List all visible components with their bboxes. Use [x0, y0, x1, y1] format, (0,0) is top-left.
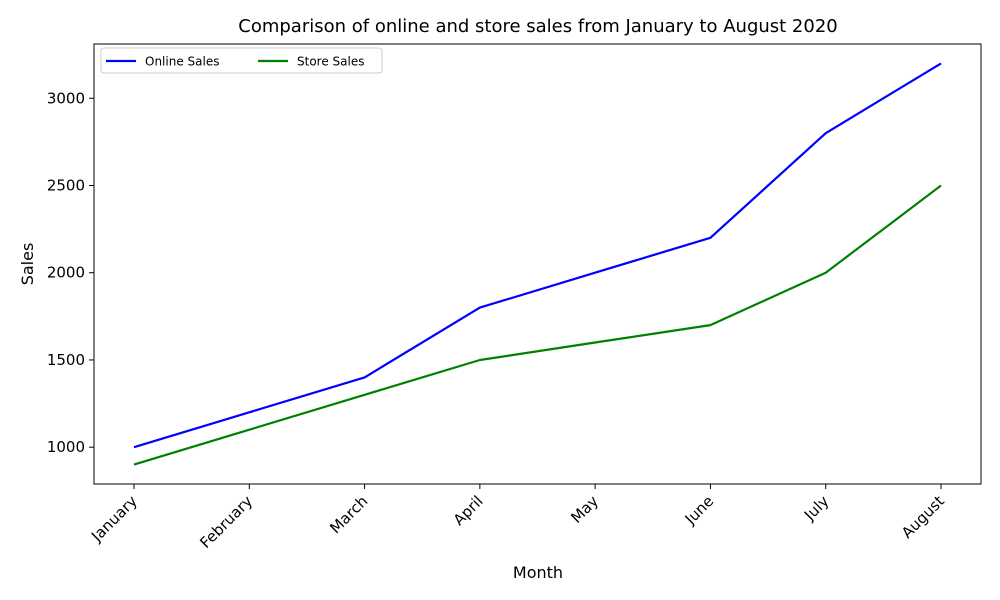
x-tick-label: August: [898, 492, 948, 542]
plot-frame: [93, 43, 982, 485]
x-tick-label: July: [800, 492, 833, 525]
legend-items: Online Sales Store Sales: [106, 55, 364, 69]
x-tick-label: March: [326, 492, 371, 537]
y-axis-title: Sales: [18, 243, 37, 286]
y-tick-label: 3000: [47, 89, 85, 107]
plot-area: 1000 1500 2000 2500 3000 January February Marc…: [47, 43, 982, 552]
x-axis: January February March April May June July Augu…: [87, 484, 948, 552]
y-tick-label: 2000: [47, 264, 85, 282]
y-tick-label: 1500: [47, 351, 85, 369]
x-tick-label: January: [87, 492, 141, 546]
x-tick-label: May: [567, 492, 602, 527]
series-lines: [133, 62, 942, 466]
x-tick-label: June: [681, 492, 718, 529]
x-axis-title: Month: [513, 563, 563, 582]
legend-label: Online Sales: [145, 55, 219, 69]
legend-label: Store Sales: [297, 55, 364, 69]
chart-title: Comparison of online and store sales fro…: [238, 16, 838, 37]
legend: Online Sales Store Sales: [100, 47, 383, 74]
x-tick-label: April: [450, 492, 487, 529]
series-line-online-sales: [133, 62, 942, 449]
series-line-store-sales: [133, 184, 942, 466]
y-tick-label: 2500: [47, 176, 85, 194]
x-tick-label: February: [196, 492, 256, 552]
legend-box: [100, 47, 383, 74]
y-tick-label: 1000: [47, 438, 85, 456]
y-axis: 1000 1500 2000 2500 3000: [47, 89, 94, 456]
